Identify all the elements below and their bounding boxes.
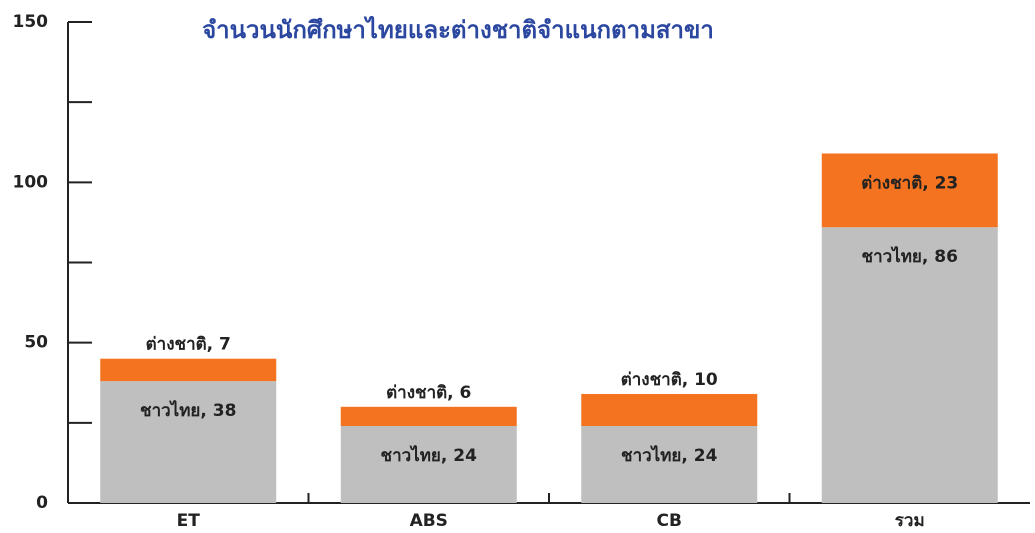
data-label: ต่างชาติ, 10 [621, 370, 718, 390]
x-tick-label: CB [657, 511, 682, 531]
y-tick-label: 150 [13, 12, 49, 32]
y-tick-label: 100 [13, 172, 49, 192]
data-label: ต่างชาติ, 7 [146, 335, 231, 355]
x-tick-label: รวม [895, 511, 925, 531]
bar-segment [100, 381, 277, 503]
x-tick-label: ABS [410, 511, 448, 531]
bar-segment [821, 227, 998, 503]
data-label: ต่างชาติ, 6 [386, 383, 471, 403]
data-label: ชาวไทย, 38 [140, 400, 236, 421]
data-label: ชาวไทย, 86 [862, 246, 958, 267]
y-tick-label: 50 [24, 333, 48, 353]
bar-segment [581, 393, 758, 427]
y-tick-label: 0 [36, 493, 48, 513]
bar-segment [340, 426, 517, 503]
chart-title: จำนวนนักศึกษาไทยและต่างชาติจำแนกตามสาขา [202, 15, 714, 44]
bar-segment [821, 153, 998, 228]
bar-segment [340, 406, 517, 427]
data-label: ชาวไทย, 24 [621, 445, 718, 466]
x-tick-label: ET [177, 511, 201, 531]
data-label: ชาวไทย, 24 [381, 445, 478, 466]
data-label: ต่างชาติ, 23 [861, 173, 958, 193]
bar-segment [100, 358, 277, 382]
bar-segment [581, 426, 758, 503]
